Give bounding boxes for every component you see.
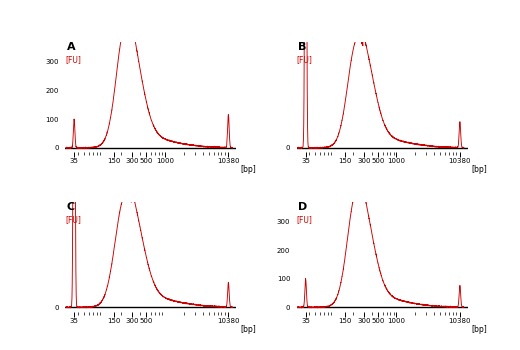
- Text: D: D: [298, 202, 307, 211]
- Text: [FU]: [FU]: [65, 55, 81, 64]
- Text: A: A: [67, 42, 75, 52]
- Text: [bp]: [bp]: [240, 325, 256, 334]
- Text: [FU]: [FU]: [296, 55, 313, 64]
- Text: B: B: [298, 42, 307, 52]
- Text: [FU]: [FU]: [65, 215, 81, 224]
- Text: [bp]: [bp]: [472, 325, 487, 334]
- Text: C: C: [67, 202, 75, 211]
- Text: [bp]: [bp]: [240, 165, 256, 174]
- Text: [bp]: [bp]: [472, 165, 487, 174]
- Text: [FU]: [FU]: [296, 215, 313, 224]
